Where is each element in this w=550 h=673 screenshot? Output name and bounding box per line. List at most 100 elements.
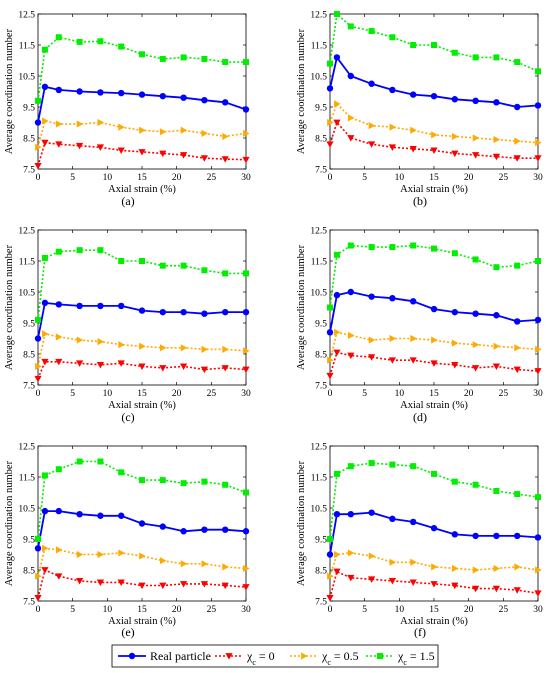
- legend-item-xc05: χc = 0.5: [290, 649, 359, 667]
- data-point-xc15: [41, 46, 48, 53]
- legend-item-xc15: χc = 1.5: [366, 649, 435, 667]
- y-tick-label: 9.5: [23, 536, 35, 546]
- data-point-real: [333, 511, 341, 518]
- data-point-xc15: [347, 463, 354, 470]
- data-point-xc05: [334, 328, 341, 336]
- series-line-xc0: [329, 351, 539, 376]
- data-point-xc15: [368, 244, 375, 251]
- series-xc0: [326, 119, 542, 162]
- series-line-xc15: [37, 249, 246, 320]
- x-tick-label: 5: [362, 389, 367, 399]
- y-axis-label: Average coordination number: [4, 28, 15, 154]
- data-point-xc0: [409, 357, 417, 364]
- y-tick-label: 10.5: [18, 289, 35, 299]
- data-point-real: [472, 532, 479, 540]
- data-point-xc0: [388, 577, 396, 585]
- x-tick-label: 5: [70, 173, 75, 183]
- data-point-xc05: [431, 563, 438, 571]
- plot-frame: [329, 13, 539, 170]
- data-point-xc05: [451, 339, 459, 347]
- data-point-xc15: [327, 60, 333, 67]
- data-point-xc15: [243, 489, 249, 496]
- data-point-xc15: [76, 458, 83, 465]
- data-point-xc0: [180, 363, 188, 370]
- data-point-xc05: [389, 558, 396, 566]
- data-point-xc0: [34, 163, 42, 170]
- data-point-xc05: [431, 131, 438, 139]
- data-point-xc0: [492, 585, 500, 593]
- series-xc15: [327, 242, 541, 311]
- legend-label-main: χ: [397, 649, 404, 663]
- x-axis-label: Axial strain (%): [108, 400, 176, 411]
- data-point-xc15: [35, 97, 41, 104]
- y-tick-label: 12.5: [18, 443, 35, 453]
- data-point-xc0: [472, 585, 480, 593]
- data-point-xc15: [76, 247, 83, 254]
- data-point-xc15: [55, 248, 62, 255]
- data-point-xc0: [96, 579, 104, 586]
- y-tick-label: 12.5: [310, 227, 327, 237]
- data-point-xc15: [180, 480, 187, 487]
- x-tick-label: 15: [429, 605, 439, 615]
- data-point-real: [472, 310, 479, 317]
- data-point-xc15: [472, 481, 479, 488]
- data-point-xc15: [493, 487, 500, 494]
- legend-label-sub: c: [327, 658, 331, 667]
- x-tick-label: 10: [103, 605, 113, 615]
- data-point-xc05: [35, 362, 42, 370]
- x-tick-label: 30: [533, 389, 543, 399]
- data-point-real: [430, 524, 438, 532]
- x-tick-label: 10: [395, 173, 405, 183]
- data-point-real: [389, 515, 396, 523]
- data-point-xc0: [430, 360, 438, 367]
- data-point-real: [451, 96, 458, 103]
- data-point-xc15: [118, 469, 125, 476]
- data-point-xc05: [180, 344, 188, 352]
- y-axis-label: Average coordination number: [296, 244, 307, 370]
- x-tick-label: 30: [533, 173, 543, 183]
- data-point-xc05: [493, 342, 500, 350]
- series-real: [326, 288, 542, 336]
- data-point-xc15: [514, 262, 521, 269]
- series-xc05: [35, 117, 250, 151]
- series-line-xc05: [37, 332, 247, 367]
- data-point-xc05: [139, 552, 146, 560]
- data-point-real: [534, 102, 542, 109]
- data-point-real: [201, 310, 208, 317]
- x-tick-label: 10: [103, 173, 113, 183]
- data-point-xc0: [513, 587, 521, 594]
- data-point-real: [242, 308, 250, 316]
- data-point-xc05: [180, 560, 188, 568]
- legend-label-sub: c: [403, 658, 407, 667]
- data-point-xc05: [451, 132, 459, 141]
- data-point-xc15: [180, 262, 187, 269]
- data-point-xc05: [347, 549, 355, 557]
- data-point-xc0: [76, 360, 84, 367]
- data-point-xc15: [368, 460, 375, 467]
- data-point-xc05: [55, 120, 63, 128]
- y-tick-label: 7.5: [315, 598, 327, 608]
- series-line-real: [329, 56, 539, 108]
- data-point-xc05: [118, 123, 125, 131]
- data-point-xc0: [138, 149, 146, 156]
- y-tick-label: 9.5: [315, 104, 327, 114]
- data-point-xc0: [451, 150, 459, 158]
- data-point-real: [333, 54, 341, 61]
- x-tick-label: 5: [362, 605, 367, 615]
- data-point-xc0: [534, 590, 542, 597]
- data-point-xc0: [41, 139, 49, 147]
- data-point-xc0: [347, 574, 355, 582]
- y-axis-label: Average coordination number: [296, 460, 307, 586]
- data-point-xc15: [451, 49, 458, 56]
- x-tick-label: 20: [464, 173, 474, 183]
- x-tick-label: 30: [533, 605, 543, 615]
- data-point-real: [222, 308, 229, 316]
- data-point-real: [368, 293, 375, 300]
- data-point-xc0: [96, 144, 104, 151]
- data-point-xc15: [222, 270, 229, 277]
- data-point-xc15: [97, 247, 104, 254]
- data-point-xc0: [180, 152, 188, 159]
- data-point-real: [76, 88, 83, 95]
- x-tick-label: 25: [499, 173, 509, 183]
- data-point-real: [368, 509, 375, 516]
